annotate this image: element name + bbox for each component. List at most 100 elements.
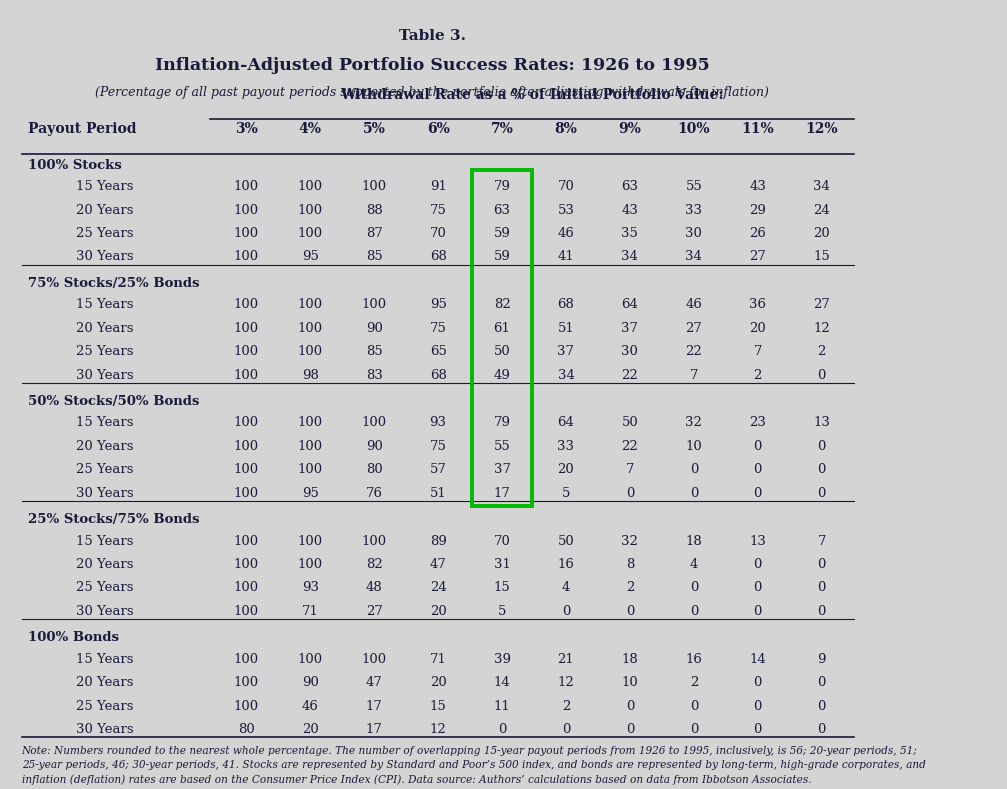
Text: 95: 95 xyxy=(302,487,318,499)
Text: 20 Years: 20 Years xyxy=(77,676,134,689)
Text: 13: 13 xyxy=(749,535,766,548)
Text: 65: 65 xyxy=(430,345,446,358)
Text: 20 Years: 20 Years xyxy=(77,204,134,217)
Text: 100: 100 xyxy=(234,676,259,689)
Text: 2: 2 xyxy=(753,368,762,382)
Text: 0: 0 xyxy=(690,700,698,712)
Text: 5: 5 xyxy=(497,605,507,618)
Text: 100: 100 xyxy=(234,250,259,264)
Text: 12: 12 xyxy=(558,676,574,689)
Text: 63: 63 xyxy=(621,180,638,193)
Text: 100: 100 xyxy=(298,227,323,240)
Text: 100: 100 xyxy=(362,417,387,429)
Text: 82: 82 xyxy=(493,298,511,312)
Text: 41: 41 xyxy=(558,250,574,264)
Text: 18: 18 xyxy=(686,535,702,548)
Text: 25 Years: 25 Years xyxy=(77,463,134,477)
Text: 9%: 9% xyxy=(618,122,641,136)
Text: 75% Stocks/25% Bonds: 75% Stocks/25% Bonds xyxy=(27,277,199,290)
Text: 100: 100 xyxy=(234,227,259,240)
Text: 0: 0 xyxy=(818,723,826,736)
Text: 100: 100 xyxy=(234,463,259,477)
Text: 85: 85 xyxy=(366,345,383,358)
Text: Payout Period: Payout Period xyxy=(27,122,136,136)
Text: 100: 100 xyxy=(234,558,259,571)
Text: 0: 0 xyxy=(625,700,634,712)
Text: 27: 27 xyxy=(749,250,766,264)
Text: 25 Years: 25 Years xyxy=(77,227,134,240)
Text: 0: 0 xyxy=(690,463,698,477)
Text: 7: 7 xyxy=(753,345,762,358)
Text: 12%: 12% xyxy=(806,122,838,136)
Text: 100: 100 xyxy=(234,417,259,429)
Text: 25 Years: 25 Years xyxy=(77,581,134,594)
Text: 100: 100 xyxy=(234,700,259,712)
Text: 15 Years: 15 Years xyxy=(77,653,134,666)
Text: 100: 100 xyxy=(298,345,323,358)
Text: 100: 100 xyxy=(234,653,259,666)
Text: 75: 75 xyxy=(430,440,446,453)
Bar xyxy=(472,170,532,506)
Text: 2: 2 xyxy=(690,676,698,689)
Text: 83: 83 xyxy=(366,368,383,382)
Text: 39: 39 xyxy=(493,653,511,666)
Text: 50: 50 xyxy=(621,417,638,429)
Text: 11%: 11% xyxy=(741,122,774,136)
Text: 91: 91 xyxy=(430,180,446,193)
Text: 4%: 4% xyxy=(299,122,321,136)
Text: 0: 0 xyxy=(562,605,570,618)
Text: 90: 90 xyxy=(302,676,318,689)
Text: 85: 85 xyxy=(366,250,383,264)
Text: 100: 100 xyxy=(298,558,323,571)
Text: 100% Stocks: 100% Stocks xyxy=(27,159,122,172)
Text: 47: 47 xyxy=(430,558,446,571)
Text: 20: 20 xyxy=(430,605,446,618)
Text: 25 Years: 25 Years xyxy=(77,345,134,358)
Text: 75: 75 xyxy=(430,322,446,335)
Text: 31: 31 xyxy=(493,558,511,571)
Text: 51: 51 xyxy=(558,322,574,335)
Text: 16: 16 xyxy=(558,558,574,571)
Text: 35: 35 xyxy=(621,227,638,240)
Text: 55: 55 xyxy=(493,440,511,453)
Text: 27: 27 xyxy=(814,298,830,312)
Text: 53: 53 xyxy=(558,204,574,217)
Text: 76: 76 xyxy=(366,487,383,499)
Text: 10%: 10% xyxy=(678,122,710,136)
Text: 50: 50 xyxy=(558,535,574,548)
Text: 95: 95 xyxy=(302,250,318,264)
Text: 70: 70 xyxy=(430,227,446,240)
Text: 0: 0 xyxy=(625,487,634,499)
Text: 24: 24 xyxy=(430,581,446,594)
Text: 15 Years: 15 Years xyxy=(77,417,134,429)
Text: 12: 12 xyxy=(430,723,446,736)
Text: 15: 15 xyxy=(430,700,446,712)
Text: (Percentage of all past payout periods supported by the portfolio after adjustin: (Percentage of all past payout periods s… xyxy=(95,86,769,99)
Text: Inflation-Adjusted Portfolio Success Rates: 1926 to 1995: Inflation-Adjusted Portfolio Success Rat… xyxy=(155,57,709,73)
Text: 0: 0 xyxy=(753,463,762,477)
Text: 34: 34 xyxy=(558,368,574,382)
Text: 32: 32 xyxy=(686,417,702,429)
Text: 26: 26 xyxy=(749,227,766,240)
Text: 93: 93 xyxy=(302,581,318,594)
Text: 0: 0 xyxy=(818,558,826,571)
Text: 7: 7 xyxy=(818,535,826,548)
Text: 0: 0 xyxy=(625,605,634,618)
Text: 55: 55 xyxy=(686,180,702,193)
Text: 100: 100 xyxy=(234,440,259,453)
Text: 16: 16 xyxy=(686,653,702,666)
Text: 0: 0 xyxy=(753,676,762,689)
Text: 23: 23 xyxy=(749,417,766,429)
Text: 37: 37 xyxy=(621,322,638,335)
Text: 29: 29 xyxy=(749,204,766,217)
Text: 100: 100 xyxy=(298,463,323,477)
Text: 47: 47 xyxy=(366,676,383,689)
Text: 68: 68 xyxy=(430,368,446,382)
Text: 100: 100 xyxy=(234,345,259,358)
Text: 43: 43 xyxy=(621,204,638,217)
Text: 0: 0 xyxy=(690,487,698,499)
Text: 50% Stocks/50% Bonds: 50% Stocks/50% Bonds xyxy=(27,395,199,408)
Text: 80: 80 xyxy=(366,463,383,477)
Text: 2: 2 xyxy=(818,345,826,358)
Text: 0: 0 xyxy=(818,368,826,382)
